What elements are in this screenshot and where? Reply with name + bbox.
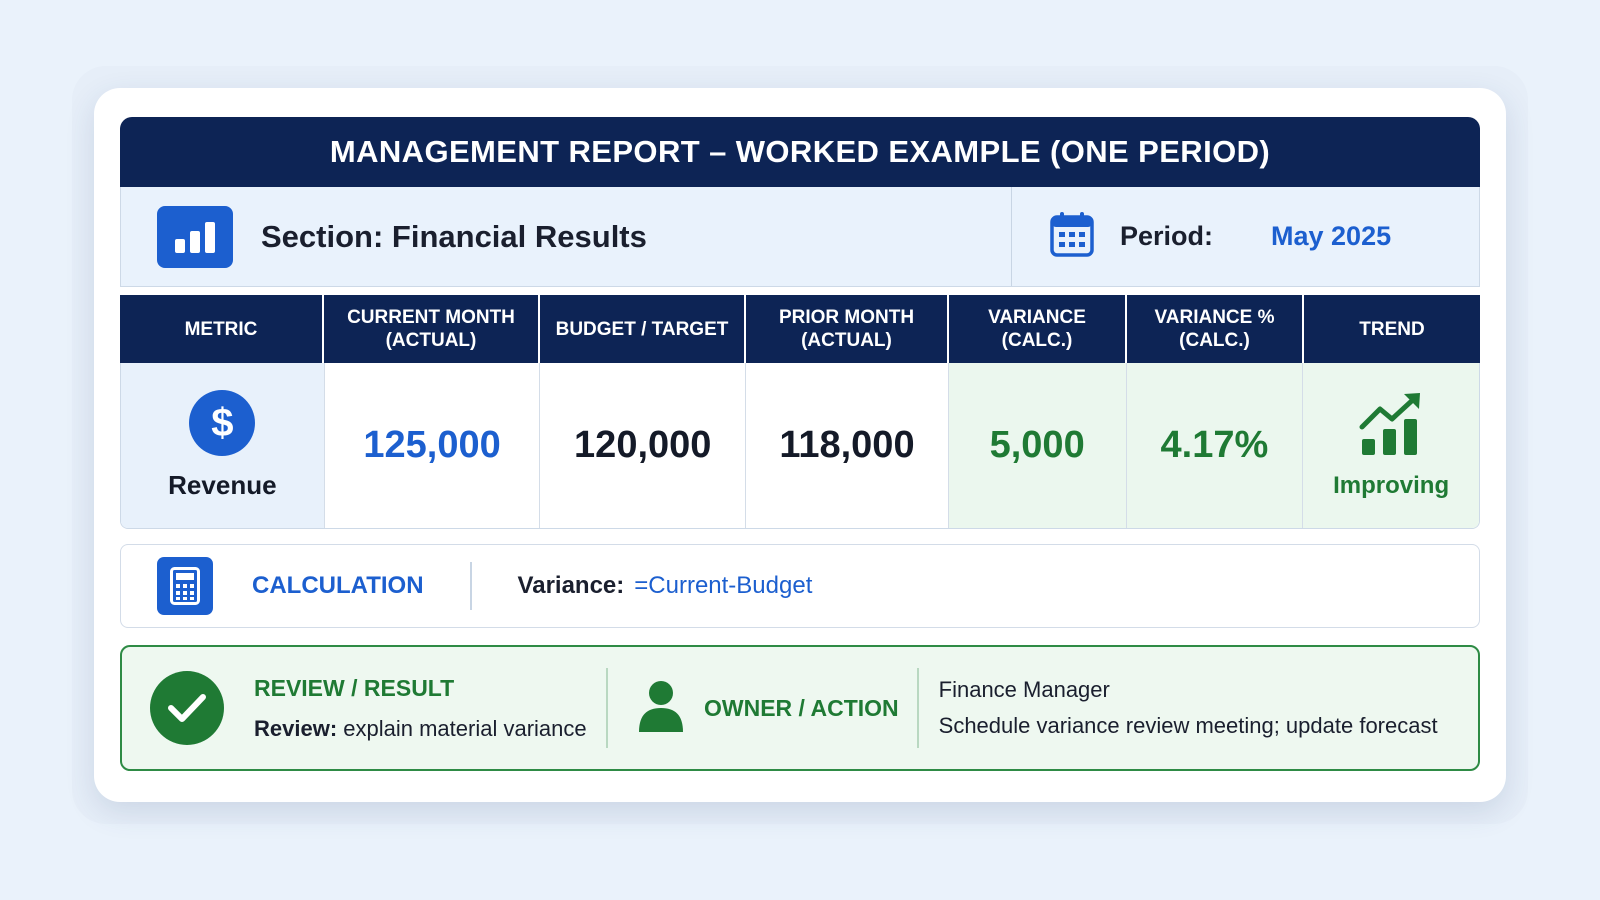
review-label: Review: — [254, 715, 338, 741]
trend-cell: Improving — [1303, 363, 1479, 528]
section-label: Section: Financial Results — [261, 218, 647, 254]
metric-cell: $ Revenue — [121, 363, 325, 528]
header-current-month: CURRENT MONTH (ACTUAL) — [324, 295, 540, 363]
budget-cell: 120,000 — [540, 363, 747, 528]
review-block: REVIEW / RESULT Review: explain material… — [254, 675, 606, 742]
prior-month-value: 118,000 — [779, 424, 915, 466]
owner-block: Finance Manager Schedule variance review… — [939, 672, 1438, 744]
person-icon — [638, 679, 684, 738]
variance-pct-cell: 4.17% — [1126, 363, 1304, 528]
calculation-panel: CALCULATION Variance: =Current-Budget — [120, 544, 1480, 628]
period-value: May 2025 — [1271, 221, 1392, 251]
divider — [916, 668, 919, 748]
metric-name: Revenue — [168, 470, 277, 500]
header-metric: METRIC — [120, 295, 324, 363]
prior-month-cell: 118,000 — [746, 363, 949, 528]
table-row: $ Revenue 125,000 120,000 118,000 5,000 … — [120, 363, 1480, 529]
check-icon — [150, 671, 224, 745]
header-prior-month: PRIOR MONTH (ACTUAL) — [746, 295, 949, 363]
review-line: Review: explain material variance — [254, 716, 606, 742]
trend-up-icon — [1358, 391, 1424, 462]
review-title: REVIEW / RESULT — [254, 674, 455, 701]
trend-label: Improving — [1333, 472, 1450, 499]
budget-value: 120,000 — [574, 424, 712, 466]
review-panel: REVIEW / RESULT Review: explain material… — [120, 645, 1480, 771]
header-variance-pct: VARIANCE % (CALC.) — [1127, 295, 1304, 363]
table-header-row: METRIC CURRENT MONTH (ACTUAL) BUDGET / T… — [120, 295, 1480, 363]
divider — [606, 668, 608, 748]
section-header: Section: Financial Results Period: May 2… — [120, 187, 1480, 287]
divider — [469, 562, 472, 610]
header-trend: TREND — [1359, 318, 1425, 340]
period-info: Period: May 2025 — [1012, 187, 1479, 286]
dollar-icon: $ — [189, 390, 256, 456]
section-info: Section: Financial Results — [121, 187, 1012, 286]
owner-action: Schedule variance review meeting; update… — [938, 713, 1438, 738]
current-month-cell: 125,000 — [325, 363, 541, 528]
period-label: Period: — [1120, 221, 1214, 251]
review-text: explain material variance — [343, 715, 587, 741]
calculation-title: CALCULATION — [252, 572, 424, 599]
bar-chart-icon — [157, 205, 233, 268]
header-budget-target: BUDGET / TARGET — [540, 295, 746, 363]
calculation-label: Variance: — [517, 572, 625, 599]
calendar-icon — [1050, 211, 1094, 262]
report-title: MANAGEMENT REPORT – WORKED EXAMPLE (ONE … — [120, 117, 1480, 187]
calculator-icon — [157, 557, 213, 615]
calculation-formula: =Current-Budget — [634, 572, 813, 599]
variance-value: 5,000 — [989, 424, 1085, 466]
variance-pct-value: 4.17% — [1160, 424, 1269, 466]
header-variance: VARIANCE (CALC.) — [949, 295, 1127, 363]
owner-title: OWNER / ACTION — [704, 694, 899, 721]
variance-cell: 5,000 — [948, 363, 1127, 528]
current-month-value: 125,000 — [363, 424, 501, 466]
owner-name: Finance Manager — [938, 677, 1110, 702]
